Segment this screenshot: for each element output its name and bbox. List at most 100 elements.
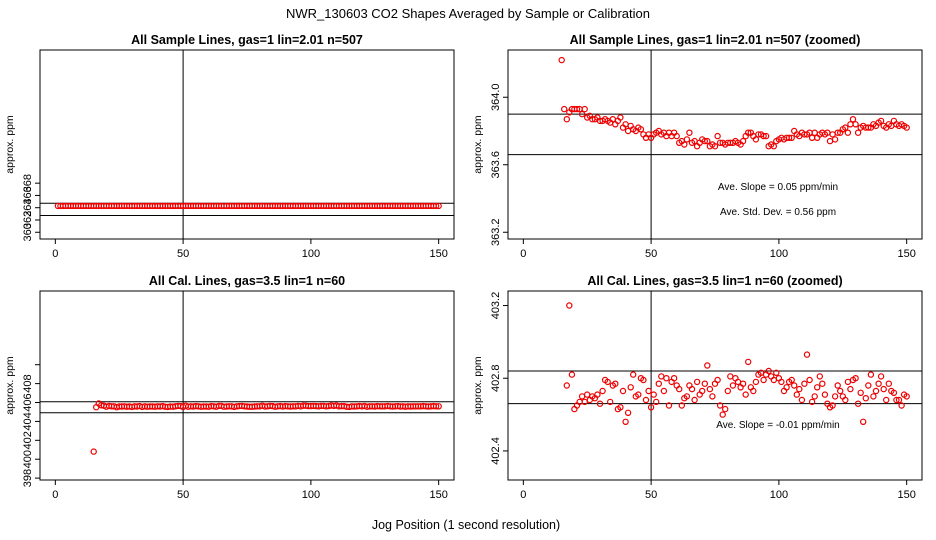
data-point <box>691 396 698 404</box>
data-point <box>655 380 663 387</box>
data-point <box>877 117 885 125</box>
data-point <box>581 105 588 113</box>
data-point <box>788 376 795 384</box>
data-point <box>831 136 839 143</box>
data-point <box>719 411 726 418</box>
data-point <box>714 376 721 384</box>
data-point <box>637 126 645 133</box>
data-point <box>778 378 785 386</box>
data-point <box>829 402 836 409</box>
data-point <box>642 396 650 404</box>
y-tick-label: 408 <box>22 374 34 392</box>
data-point <box>604 378 611 386</box>
data-point <box>635 391 642 398</box>
x-tick-label: 150 <box>429 248 447 260</box>
plot-frame <box>507 49 923 240</box>
x-tick-label: 50 <box>177 248 189 260</box>
data-point <box>844 378 852 386</box>
data-point <box>650 391 657 398</box>
data-point <box>862 395 870 402</box>
data-point <box>673 132 680 140</box>
data-point <box>729 382 737 389</box>
data-point <box>883 396 890 404</box>
data-point <box>706 385 714 393</box>
data-point <box>563 115 571 123</box>
data-point <box>607 398 614 406</box>
data-point <box>752 378 760 386</box>
data-point <box>435 403 442 410</box>
data-point <box>699 387 706 395</box>
data-point <box>834 382 841 389</box>
data-point <box>849 115 857 123</box>
data-point <box>709 393 716 400</box>
data-point <box>566 302 573 309</box>
data-point <box>716 402 724 409</box>
x-tick-label: 0 <box>52 489 58 501</box>
data-point <box>745 358 752 366</box>
data-point <box>617 114 624 121</box>
y-axis-label: approx. ppm <box>472 115 484 174</box>
data-point <box>711 142 719 150</box>
panel-3: All Cal. Lines, gas=3.5 lin=1 n=60 0 50 100… <box>4 274 455 501</box>
data-point <box>617 404 624 411</box>
data-point <box>880 385 887 393</box>
data-point <box>630 371 637 378</box>
y-tick-label: 404 <box>22 412 34 430</box>
data-point <box>857 389 864 396</box>
data-point <box>578 393 586 400</box>
data-point <box>898 402 905 409</box>
plot-frame <box>507 290 923 481</box>
data-point <box>683 136 691 143</box>
data-point <box>885 380 893 387</box>
data-point <box>893 396 900 404</box>
x-tick-label: 100 <box>302 489 320 501</box>
data-point <box>432 202 440 210</box>
data-point <box>714 132 721 140</box>
x-tick-label: 150 <box>429 489 447 501</box>
y-tick-label: 400 <box>22 450 34 468</box>
y-tick-label: 363.6 <box>490 151 502 179</box>
x-tick-label: 150 <box>897 489 915 501</box>
data-point <box>599 387 606 395</box>
data-point <box>847 385 854 393</box>
data-point <box>791 382 798 389</box>
data-point <box>724 387 732 395</box>
data-point <box>760 376 767 384</box>
data-point <box>561 105 568 113</box>
data-point <box>594 391 601 398</box>
data-point <box>647 404 655 411</box>
plot-frame <box>39 49 455 240</box>
data-point <box>852 375 859 382</box>
y-tick-label: 402 <box>22 431 34 449</box>
data-point <box>619 387 627 395</box>
data-point <box>903 393 910 400</box>
data-point <box>829 131 836 138</box>
data-points <box>558 56 910 150</box>
data-point <box>842 124 849 131</box>
data-point <box>852 121 859 128</box>
data-point <box>622 418 629 425</box>
data-point <box>663 375 670 382</box>
y-tick-label: 368 <box>22 174 34 192</box>
x-tick-label: 100 <box>302 248 320 260</box>
data-point <box>660 387 668 395</box>
data-point <box>895 396 903 404</box>
y-tick-label: 364 <box>22 199 34 217</box>
x-tick-label: 150 <box>897 248 915 260</box>
data-point <box>686 129 693 136</box>
data-point <box>816 373 824 380</box>
data-point <box>811 393 818 400</box>
data-point <box>801 380 808 387</box>
data-point <box>701 137 709 145</box>
data-point <box>770 142 778 150</box>
y-tick-label: 402.8 <box>490 364 502 392</box>
data-point <box>745 129 752 136</box>
data-point <box>558 56 565 64</box>
data-point <box>854 129 862 136</box>
y-tick-label: 362 <box>22 211 34 229</box>
panel-1: All Sample Lines, gas=1 lin=2.01 n=507 0 5… <box>4 33 455 260</box>
data-point <box>854 400 862 407</box>
data-point <box>90 448 97 455</box>
x-tick-label: 50 <box>645 248 657 260</box>
